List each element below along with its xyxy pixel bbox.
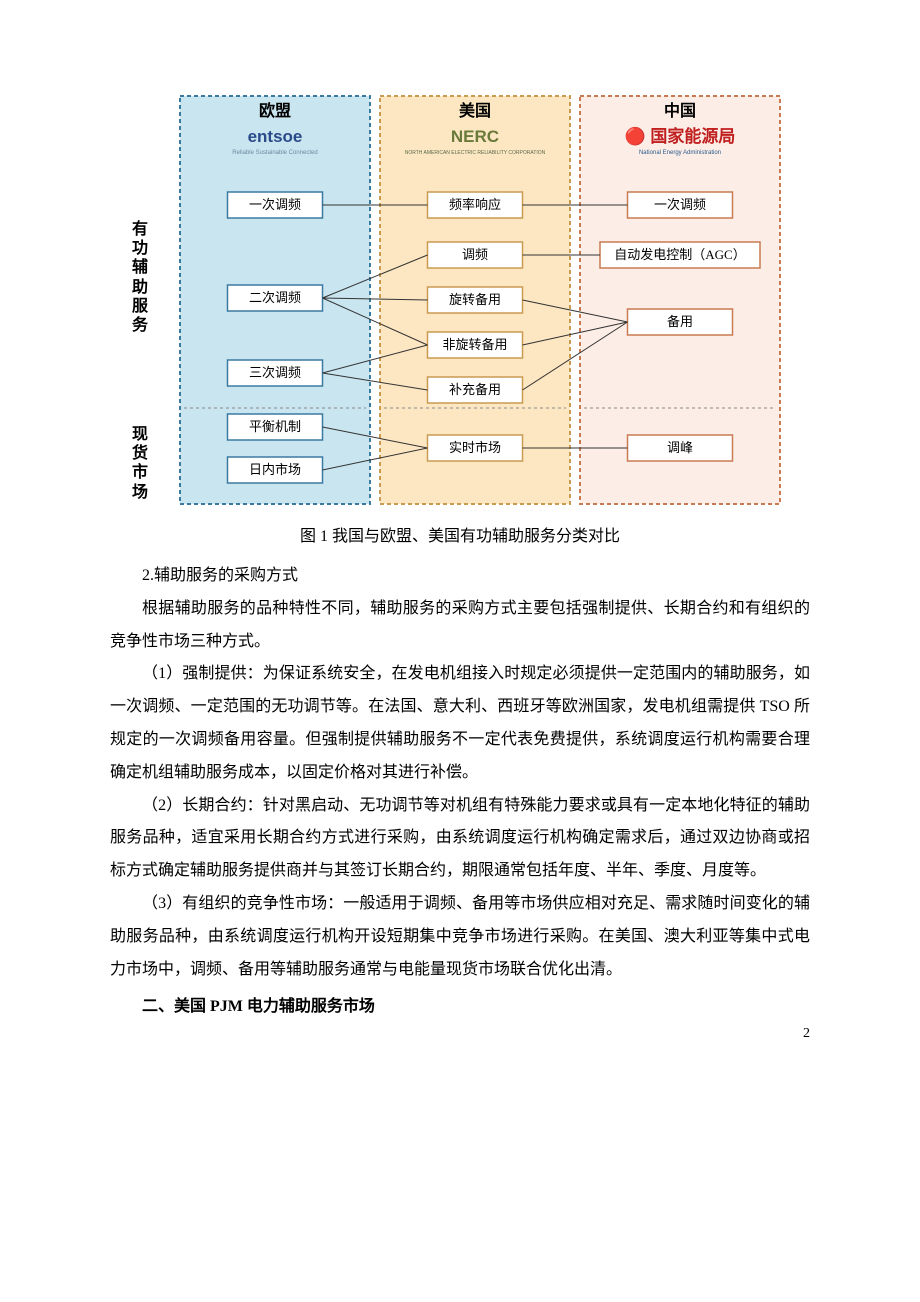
- svg-text:美国: 美国: [459, 101, 491, 120]
- svg-text:欧盟: 欧盟: [259, 101, 291, 120]
- svg-text:频率响应: 频率响应: [449, 197, 501, 212]
- subsection-heading: 2.辅助服务的采购方式: [110, 560, 810, 593]
- svg-text:调峰: 调峰: [667, 440, 693, 455]
- svg-text:日内市场: 日内市场: [249, 462, 301, 477]
- svg-text:Reliable Sustainable Connected: Reliable Sustainable Connected: [232, 150, 317, 156]
- svg-text:二次调频: 二次调频: [249, 290, 301, 305]
- paragraph: （3）有组织的竞争性市场：一般适用于调频、备用等市场供应相对充足、需求随时间变化…: [110, 888, 810, 986]
- svg-text:NORTH AMERICAN ELECTRIC RELIAB: NORTH AMERICAN ELECTRIC RELIABILITY CORP…: [405, 150, 546, 156]
- paragraph: （2）长期合约：针对黑启动、无功调节等对机组有特殊能力要求或具有一定本地化特征的…: [110, 790, 810, 888]
- svg-text:补充备用: 补充备用: [449, 382, 501, 397]
- figure-1-diagram: 有功辅助服务现货市场 欧盟entsoeReliable Sustainable …: [170, 90, 790, 510]
- page-number: 2: [803, 1026, 810, 1042]
- svg-text:National Energy Administration: National Energy Administration: [639, 150, 721, 156]
- svg-text:自动发电控制（AGC）: 自动发电控制（AGC）: [614, 247, 745, 262]
- section-heading: 二、美国 PJM 电力辅助服务市场: [110, 992, 810, 1016]
- svg-text:平衡机制: 平衡机制: [249, 419, 301, 434]
- svg-text:一次调频: 一次调频: [249, 197, 301, 212]
- svg-text:🔴 国家能源局: 🔴 国家能源局: [625, 126, 736, 146]
- side-label: 有功辅助服务: [130, 220, 150, 335]
- figure-caption: 图 1 我国与欧盟、美国有功辅助服务分类对比: [110, 522, 810, 546]
- paragraph: （1）强制提供：为保证系统安全，在发电机组接入时规定必须提供一定范围内的辅助服务…: [110, 658, 810, 789]
- svg-text:非旋转备用: 非旋转备用: [442, 337, 507, 352]
- side-label: 现货市场: [130, 425, 150, 502]
- svg-text:一次调频: 一次调频: [654, 197, 706, 212]
- svg-text:三次调频: 三次调频: [249, 365, 301, 380]
- svg-text:中国: 中国: [664, 101, 696, 120]
- svg-text:NERC: NERC: [451, 127, 499, 146]
- svg-text:备用: 备用: [667, 314, 693, 329]
- svg-text:调频: 调频: [462, 247, 488, 262]
- svg-text:实时市场: 实时市场: [449, 440, 501, 455]
- diagram-svg: 欧盟 entsoe Reliable Sustainable Connected 美国…: [170, 90, 790, 510]
- document-page: 有功辅助服务现货市场 欧盟 entsoe Reliable Sustainable …: [0, 0, 920, 1076]
- svg-text:旋转备用: 旋转备用: [449, 292, 501, 307]
- paragraph: 根据辅助服务的品种特性不同，辅助服务的采购方式主要包括强制提供、长期合约和有组织…: [110, 593, 810, 659]
- svg-text:entsoe: entsoe: [248, 127, 303, 146]
